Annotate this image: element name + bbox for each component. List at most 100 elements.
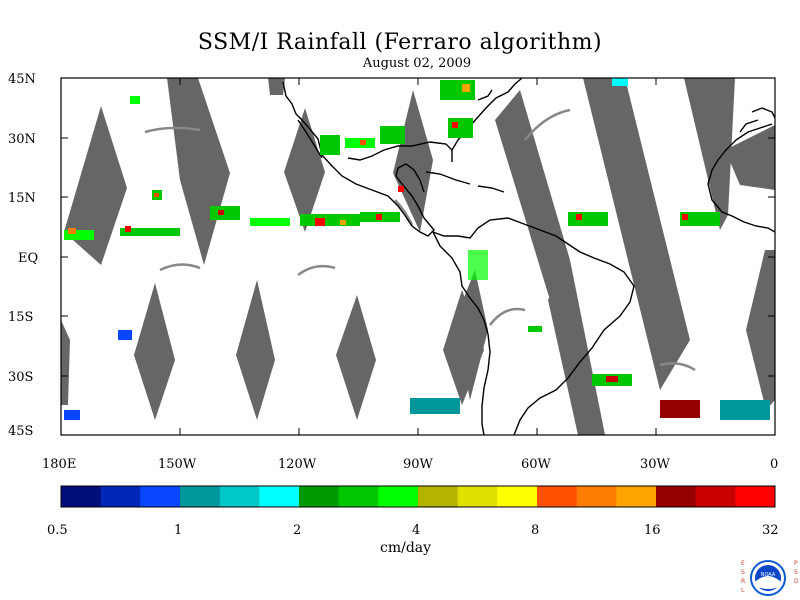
satellite-gaps bbox=[61, 78, 775, 435]
colorbar-tick-label: 1 bbox=[174, 523, 182, 538]
swath-gap bbox=[746, 250, 775, 410]
swath-gap bbox=[64, 106, 127, 265]
rain-cell bbox=[452, 122, 458, 128]
colorbar-tick-label: 32 bbox=[762, 523, 779, 538]
colorbar-tick-label: 8 bbox=[531, 523, 539, 538]
rain-cell bbox=[130, 96, 140, 104]
lat-label: 30N bbox=[8, 132, 36, 147]
map-title: SSM/I Rainfall (Ferraro algorithm) bbox=[197, 30, 603, 55]
colorbar-tick-label: 2 bbox=[293, 523, 301, 538]
swath-gap bbox=[336, 295, 376, 420]
noaa-logo-bird bbox=[755, 576, 781, 589]
lon-label: 180E bbox=[42, 457, 76, 472]
rain-cell bbox=[64, 410, 80, 420]
colorbar-swatch bbox=[497, 486, 538, 507]
colorbar-tick-label: 0.5 bbox=[47, 523, 68, 538]
rain-cell bbox=[410, 398, 460, 414]
colorbar-swatch bbox=[219, 486, 260, 507]
colorbar-swatch bbox=[616, 486, 657, 507]
rain-cell bbox=[468, 250, 488, 280]
rain-cell bbox=[64, 230, 94, 240]
colorbar-swatch bbox=[735, 486, 776, 507]
rainfall-cells bbox=[64, 78, 770, 420]
colorbar-swatch bbox=[576, 486, 617, 507]
swath-gap bbox=[684, 78, 735, 230]
lon-label: 60W bbox=[521, 457, 552, 472]
swath-gap bbox=[583, 78, 690, 390]
rain-cell bbox=[448, 118, 473, 138]
longitude-axis bbox=[60, 78, 776, 435]
rain-cell bbox=[680, 212, 720, 226]
rain-cell bbox=[576, 214, 582, 220]
rain-cell bbox=[398, 186, 404, 192]
lat-label: 15S bbox=[8, 310, 33, 325]
lat-label: 15N bbox=[8, 191, 36, 206]
colorbar-swatch bbox=[140, 486, 181, 507]
rain-cell bbox=[720, 400, 770, 420]
lat-label: 30S bbox=[8, 370, 33, 385]
rain-cell bbox=[606, 376, 618, 382]
lat-label: 45N bbox=[8, 72, 36, 87]
colorbar-tick-label: 16 bbox=[644, 523, 661, 538]
rain-cell bbox=[250, 218, 290, 226]
colorbar-frame bbox=[60, 485, 776, 508]
noaa-logo-text: NOAA bbox=[761, 572, 776, 578]
rain-cell bbox=[462, 84, 470, 92]
rain-cell bbox=[360, 140, 366, 145]
rain-cell bbox=[120, 228, 180, 236]
swath-gap bbox=[236, 280, 275, 420]
lat-label: EQ bbox=[18, 251, 38, 266]
rain-cell bbox=[612, 78, 628, 86]
swath-gap bbox=[495, 90, 570, 300]
colorbar-swatch bbox=[180, 486, 221, 507]
rain-cell bbox=[380, 126, 405, 144]
lon-label: 30W bbox=[640, 457, 671, 472]
rain-cell bbox=[68, 228, 76, 234]
colorbar-swatch bbox=[695, 486, 736, 507]
colorbar-swatch bbox=[338, 486, 379, 507]
latitude-axis bbox=[61, 77, 775, 436]
coastlines bbox=[282, 77, 776, 436]
colorbar bbox=[61, 486, 776, 507]
swath-arcs bbox=[144, 108, 696, 372]
lat-label: 45S bbox=[8, 424, 33, 439]
rain-cell bbox=[154, 193, 159, 197]
rain-cell bbox=[210, 206, 240, 220]
swath-gap bbox=[134, 283, 175, 420]
lon-label: 150W bbox=[158, 457, 197, 472]
lon-label: 90W bbox=[403, 457, 434, 472]
rain-cell bbox=[320, 135, 340, 155]
colorbar-swatch bbox=[299, 486, 340, 507]
rain-cell bbox=[340, 220, 346, 225]
lon-label: 0 bbox=[770, 457, 778, 472]
colorbar-swatch bbox=[457, 486, 498, 507]
rain-cell bbox=[568, 212, 608, 226]
rain-cell bbox=[376, 214, 382, 220]
colorbar-swatch bbox=[61, 486, 102, 507]
colorbar-swatch bbox=[259, 486, 300, 507]
rain-cell bbox=[682, 214, 688, 220]
rain-cell bbox=[300, 214, 360, 226]
rain-cell bbox=[315, 218, 325, 226]
colorbar-swatch bbox=[100, 486, 141, 507]
swath-gap bbox=[725, 125, 775, 190]
lon-label: 120W bbox=[278, 457, 317, 472]
map-subtitle: August 02, 2009 bbox=[362, 56, 472, 71]
colorbar-swatch bbox=[418, 486, 459, 507]
swath-gap bbox=[61, 320, 70, 405]
colorbar-swatch bbox=[378, 486, 419, 507]
swath-gap bbox=[393, 90, 433, 232]
rain-cell bbox=[218, 210, 224, 215]
swath-gap bbox=[268, 78, 285, 95]
colorbar-swatch bbox=[537, 486, 578, 507]
swath-gap bbox=[548, 260, 605, 435]
rain-cell bbox=[118, 330, 132, 340]
rain-cell bbox=[660, 400, 700, 418]
colorbar-tick-label: 4 bbox=[412, 523, 420, 538]
colorbar-swatch bbox=[656, 486, 697, 507]
colorbar-units: cm/day bbox=[380, 540, 432, 556]
